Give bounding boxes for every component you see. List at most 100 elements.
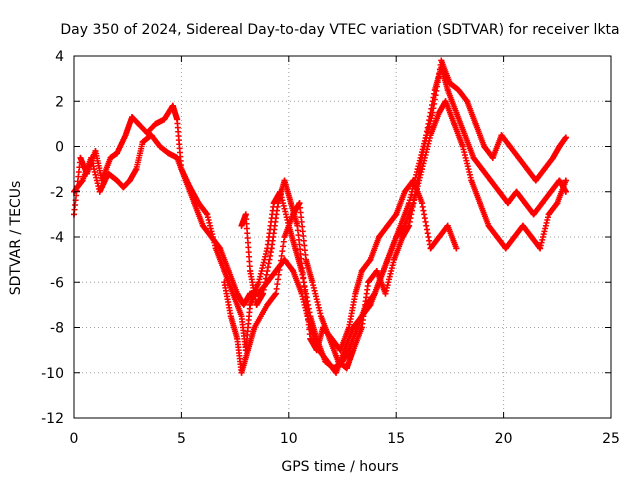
y-tick-label: -4 xyxy=(50,230,64,246)
data-point xyxy=(182,177,189,184)
data-point xyxy=(487,177,494,184)
data-point xyxy=(418,200,425,207)
x-tick-label: 5 xyxy=(177,431,186,447)
data-point xyxy=(105,170,112,177)
x-tick-label: 15 xyxy=(387,431,405,447)
data-point xyxy=(281,256,288,263)
y-tick-label: 2 xyxy=(55,94,64,110)
data-point xyxy=(358,324,365,331)
data-point xyxy=(485,222,492,229)
data-point xyxy=(148,132,155,139)
y-tick-label: -6 xyxy=(50,275,64,291)
data-point xyxy=(429,109,436,116)
data-point xyxy=(550,154,557,161)
data-point xyxy=(436,109,443,116)
data-point xyxy=(547,188,554,195)
data-point xyxy=(326,335,333,342)
data-point xyxy=(255,279,262,286)
data-points xyxy=(71,57,569,376)
data-point xyxy=(126,177,133,184)
x-tick-label: 25 xyxy=(602,431,620,447)
data-point xyxy=(393,211,400,218)
data-point xyxy=(169,102,176,109)
data-point xyxy=(122,132,129,139)
data-point xyxy=(556,177,563,184)
data-point xyxy=(438,57,445,64)
data-point xyxy=(367,256,374,263)
data-point xyxy=(287,200,294,207)
data-point xyxy=(96,188,103,195)
data-point xyxy=(318,313,325,320)
data-point xyxy=(528,234,535,240)
x-axis-label: GPS time / hours xyxy=(281,459,398,475)
data-point xyxy=(444,222,451,229)
data-point xyxy=(406,222,413,229)
data-point xyxy=(367,301,374,308)
data-point xyxy=(453,245,460,252)
data-point xyxy=(556,143,563,150)
data-point xyxy=(135,120,142,127)
data-point xyxy=(191,200,198,207)
data-point xyxy=(427,245,434,252)
data-point xyxy=(292,245,299,252)
data-point xyxy=(225,267,232,274)
data-point xyxy=(217,245,224,252)
data-point xyxy=(247,267,254,274)
data-point xyxy=(204,211,211,218)
data-point xyxy=(174,116,181,123)
data-point xyxy=(539,200,546,207)
data-point xyxy=(335,358,342,365)
data-point xyxy=(238,222,245,229)
data-point xyxy=(139,138,146,145)
data-point xyxy=(307,335,314,342)
data-point xyxy=(77,154,84,161)
data-point xyxy=(489,154,496,161)
plus-markers xyxy=(71,64,569,372)
y-axis-label: SDTVAR / TECUs xyxy=(8,181,24,296)
y-tick-label: -12 xyxy=(41,411,64,427)
x-tick-label: 20 xyxy=(495,431,513,447)
data-point xyxy=(133,166,140,173)
data-point xyxy=(532,177,539,184)
data-point xyxy=(234,335,241,342)
data-point xyxy=(401,188,408,195)
data-point xyxy=(264,301,271,308)
data-point xyxy=(530,211,537,218)
data-point xyxy=(208,234,215,240)
data-point xyxy=(444,86,451,93)
data-point xyxy=(165,150,172,157)
x-tick-label: 10 xyxy=(280,431,298,447)
data-point xyxy=(345,324,352,331)
data-point xyxy=(296,200,303,207)
data-point xyxy=(384,256,391,263)
data-point xyxy=(333,369,340,376)
data-point xyxy=(268,245,275,252)
data-point xyxy=(234,290,241,297)
data-point xyxy=(302,256,309,263)
data-point xyxy=(393,234,400,240)
data-point xyxy=(451,120,458,127)
data-point xyxy=(414,177,421,184)
data-point xyxy=(244,347,251,354)
data-point xyxy=(113,150,120,157)
data-point xyxy=(161,116,168,123)
data-point xyxy=(227,313,234,320)
series-track-c xyxy=(238,177,460,354)
data-point xyxy=(498,132,505,139)
data-point xyxy=(391,256,398,263)
data-point xyxy=(174,154,181,161)
data-point xyxy=(461,132,468,139)
data-point xyxy=(240,301,247,308)
data-point xyxy=(373,267,380,274)
data-point xyxy=(242,211,249,218)
data-point xyxy=(455,86,462,93)
y-tick-label: 0 xyxy=(55,140,64,156)
data-point xyxy=(541,166,548,173)
data-point xyxy=(562,134,569,141)
data-point xyxy=(275,200,282,207)
data-point xyxy=(562,177,569,184)
data-point xyxy=(290,267,297,274)
data-point xyxy=(313,347,320,354)
